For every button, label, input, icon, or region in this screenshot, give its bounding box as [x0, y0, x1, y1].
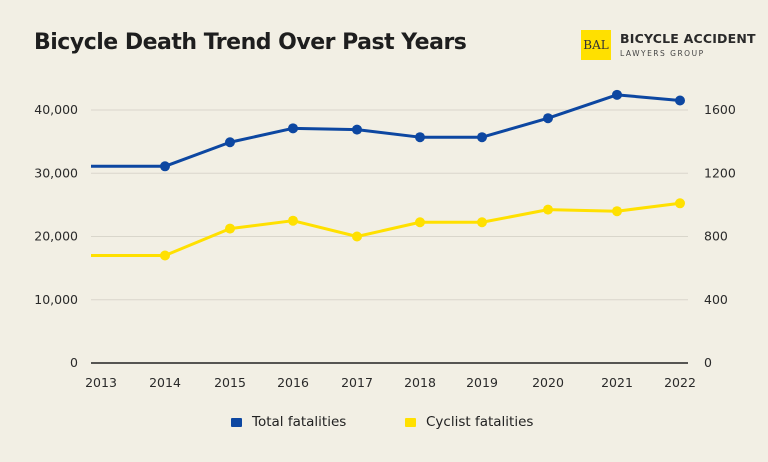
logo-monogram: BAL — [581, 30, 611, 60]
data-point-cyclist — [415, 217, 425, 228]
x-tick-label: 2019 — [466, 375, 498, 390]
data-point-total — [543, 113, 553, 124]
y-right-tick-label: 1200 — [704, 165, 736, 180]
data-point-cyclist — [160, 250, 170, 261]
data-point-total — [477, 132, 487, 143]
x-tick-label: 2022 — [664, 375, 696, 390]
x-tick-label: 2020 — [532, 375, 564, 390]
y-left-tick-label: 40,000 — [34, 102, 78, 117]
x-tick-label: 2013 — [85, 375, 117, 390]
x-tick-label: 2021 — [601, 375, 633, 390]
series-line-total — [91, 93, 681, 168]
y-right-tick-label: 400 — [704, 292, 728, 307]
y-right-tick-label: 1600 — [704, 102, 736, 117]
data-point-cyclist — [543, 204, 553, 215]
data-point-cyclist — [612, 206, 622, 217]
y-left-tick-label: 0 — [70, 355, 78, 370]
y-left-tick-label: 30,000 — [34, 165, 78, 180]
x-tick-label: 2017 — [341, 375, 373, 390]
legend-cyclist: Cyclist fatalities — [405, 414, 533, 430]
data-point-cyclist — [288, 215, 298, 226]
data-point-total — [612, 89, 622, 100]
series-line-cyclist — [91, 201, 681, 257]
data-point-total — [352, 124, 362, 135]
logo-subtitle: Lawyers Group — [620, 48, 705, 58]
data-point-total — [288, 123, 298, 134]
y-left-tick-label: 20,000 — [34, 229, 78, 244]
x-tick-label: 2018 — [404, 375, 436, 390]
x-tick-label: 2016 — [277, 375, 309, 390]
data-point-total — [160, 161, 170, 172]
chart-title: Bicycle Death Trend Over Past Years — [34, 30, 467, 55]
y-left-tick-label: 10,000 — [34, 292, 78, 307]
data-point-total — [415, 132, 425, 143]
data-point-total — [225, 137, 235, 148]
logo-name: Bicycle Accident — [620, 31, 756, 46]
data-point-cyclist — [477, 217, 487, 228]
x-tick-label: 2015 — [214, 375, 246, 390]
legend-swatch-total — [231, 417, 242, 427]
x-tick-label: 2014 — [149, 375, 181, 390]
legend-label-total: Total fatalities — [252, 414, 347, 430]
data-point-cyclist — [225, 223, 235, 234]
y-right-tick-label: 0 — [704, 355, 712, 370]
data-point-total — [675, 95, 685, 106]
legend-swatch-cyclist — [405, 417, 416, 427]
data-point-cyclist — [675, 198, 685, 209]
data-point-cyclist — [352, 231, 362, 242]
brand-logo: BAL Bicycle Accident Lawyers Group — [581, 30, 756, 60]
legend-label-cyclist: Cyclist fatalities — [426, 414, 534, 430]
y-right-tick-label: 800 — [704, 229, 728, 244]
legend-total: Total fatalities — [231, 414, 346, 430]
